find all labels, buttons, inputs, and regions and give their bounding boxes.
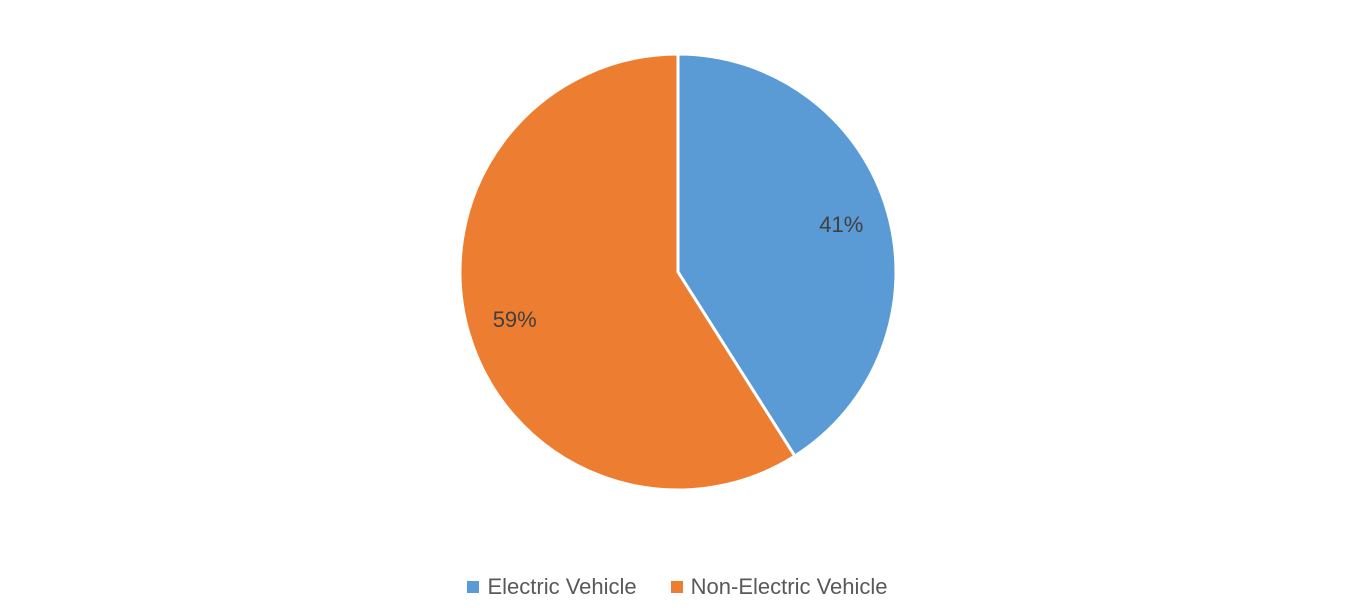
legend: Electric Vehicle Non-Electric Vehicle — [0, 570, 1355, 604]
pie-slice-non-electric-vehicle — [458, 52, 797, 492]
pie-data-labels: 41% 59% — [493, 212, 864, 332]
legend-swatch-electric-vehicle — [467, 581, 480, 593]
legend-label-non-electric-vehicle: Non-Electric Vehicle — [690, 574, 888, 599]
data-label-non-electric-vehicle: 59% — [493, 307, 537, 332]
legend-swatch-non-electric-vehicle — [670, 581, 683, 593]
legend-item-electric-vehicle: Electric Vehicle — [467, 574, 637, 600]
data-label-electric-vehicle: 41% — [819, 212, 863, 237]
legend-label-electric-vehicle: Electric Vehicle — [487, 574, 637, 599]
legend-item-non-electric-vehicle: Non-Electric Vehicle — [670, 574, 888, 600]
pie-slices — [458, 52, 898, 492]
